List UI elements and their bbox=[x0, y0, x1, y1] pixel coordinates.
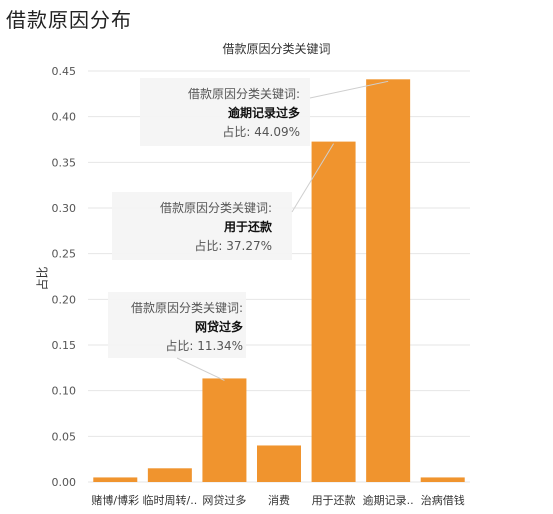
tooltip-leader bbox=[176, 357, 225, 381]
tooltip-category: 逾期记录过多 bbox=[228, 105, 300, 120]
tooltip-category: 用于还款 bbox=[223, 219, 273, 234]
x-tick-label: 赌博/博彩 bbox=[91, 493, 139, 507]
tooltip-value: 占比: 37.27% bbox=[194, 238, 272, 253]
x-tick-label: 临时周转/.. bbox=[143, 493, 198, 507]
tooltip-box bbox=[108, 292, 246, 358]
tooltip-label: 借款原因分类关键词: bbox=[160, 201, 272, 215]
bar bbox=[420, 477, 465, 482]
tooltip-leader bbox=[309, 80, 389, 99]
y-tick-label: 0.05 bbox=[52, 430, 77, 443]
y-tick-label: 0.45 bbox=[52, 65, 77, 78]
bar bbox=[257, 445, 301, 482]
y-tick-label: 0.40 bbox=[52, 111, 77, 124]
y-tick-label: 0.30 bbox=[52, 202, 77, 215]
bar bbox=[311, 141, 356, 483]
tooltip-value: 占比: 44.09% bbox=[222, 124, 300, 139]
y-tick-label: 0.35 bbox=[52, 156, 77, 169]
y-tick-label: 0.25 bbox=[52, 248, 77, 261]
x-tick-label: 网贷过多 bbox=[202, 493, 246, 507]
page-title: 借款原因分布 bbox=[6, 8, 132, 32]
chart-title: 借款原因分类关键词 bbox=[222, 42, 331, 56]
bar bbox=[202, 378, 247, 482]
tooltip-box bbox=[140, 78, 310, 146]
y-tick-label: 0.15 bbox=[52, 339, 77, 352]
tooltip-value: 占比: 11.34% bbox=[165, 338, 243, 353]
tooltip-leader bbox=[291, 143, 334, 213]
x-tick-label: 治病借钱 bbox=[421, 493, 465, 507]
bar bbox=[93, 477, 138, 482]
y-tick-label: 0.00 bbox=[52, 476, 77, 489]
tooltip-category: 网贷过多 bbox=[195, 319, 243, 334]
bar bbox=[147, 468, 192, 482]
y-tick-label: 0.10 bbox=[52, 385, 77, 398]
tooltip-label: 借款原因分类关键词: bbox=[131, 301, 243, 315]
y-tick-label: 0.20 bbox=[52, 293, 77, 306]
tooltip-box bbox=[112, 192, 292, 260]
x-tick-label: 用于还款 bbox=[312, 493, 356, 507]
x-tick-label: 逾期记录.. bbox=[363, 493, 414, 507]
x-tick-label: 消费 bbox=[268, 493, 290, 507]
tooltip-label: 借款原因分类关键词: bbox=[188, 87, 300, 101]
bar bbox=[366, 79, 411, 482]
